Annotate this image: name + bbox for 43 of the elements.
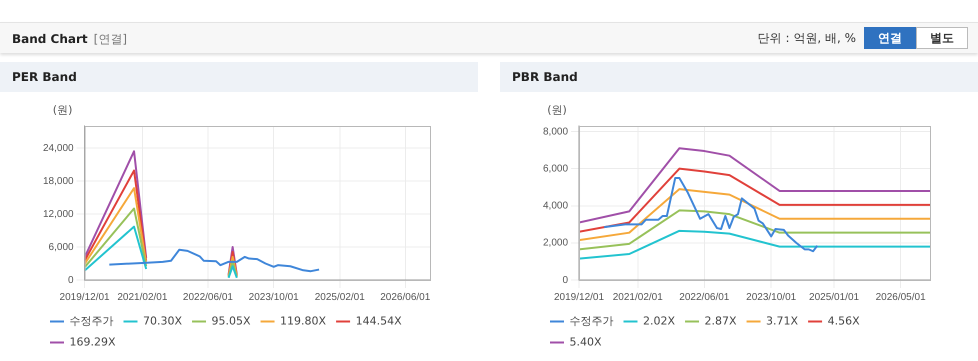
y-tick-label: 8,000 <box>542 126 568 138</box>
y-tick-label: 12,000 <box>42 208 74 220</box>
legend-label: 144.54X <box>356 314 402 328</box>
y-tick-label: 24,000 <box>42 142 74 154</box>
legend-label: 119.80X <box>280 314 327 328</box>
legend-label: 169.29X <box>70 335 116 348</box>
x-tick-label: 2022/06/01 <box>182 292 234 303</box>
x-tick-label: 2026/05/01 <box>876 292 926 303</box>
x-tick-label: 2019/12/01 <box>554 292 604 303</box>
text: 단위 : 억원, 배, % <box>758 30 856 46</box>
x-tick-label: 2022/06/01 <box>679 292 730 303</box>
chart-title: PER Band <box>0 62 478 92</box>
x-tick-label: 2026/06/01 <box>380 292 431 303</box>
y-axis-title: (원) <box>547 103 567 116</box>
x-tick-label: 2025/02/01 <box>314 292 366 303</box>
x-tick-label: 2021/02/01 <box>612 292 664 303</box>
y-axis-title: (원) <box>52 103 72 116</box>
legend-label: 5.40X <box>570 335 602 348</box>
x-tick-label: 2023/10/01 <box>746 292 797 303</box>
legend-label: 70.30X <box>143 314 182 328</box>
y-tick-label: 0 <box>562 274 568 286</box>
legend-label: 2.87X <box>704 314 738 328</box>
legend-label: 수정주가 <box>570 314 614 328</box>
x-tick-label: 2019/12/01 <box>60 292 110 303</box>
y-tick-label: 2,000 <box>542 238 568 249</box>
y-tick-label: 18,000 <box>42 176 74 187</box>
legend-label: 2.02X <box>643 314 676 328</box>
y-tick-label: 0 <box>68 274 74 286</box>
text: 별도 <box>916 27 968 49</box>
legend-label: 4.56X <box>828 314 860 328</box>
y-tick-label: 6,000 <box>48 242 74 253</box>
legend-label: 3.71X <box>766 314 799 328</box>
legend-label: 수정주가 <box>70 314 114 328</box>
chart-title: PBR Band <box>500 62 978 92</box>
y-tick-label: 4,000 <box>542 200 568 212</box>
text: Band Chart <box>12 32 88 46</box>
x-tick-label: 2023/10/01 <box>248 292 300 303</box>
x-tick-label: 2025/01/01 <box>809 292 860 303</box>
text: [연결] <box>94 32 128 46</box>
x-tick-label: 2021/02/01 <box>117 292 168 303</box>
text: 연결 <box>864 27 916 49</box>
y-tick-label: 6,000 <box>542 163 568 174</box>
legend-label: 95.05X <box>212 314 252 328</box>
